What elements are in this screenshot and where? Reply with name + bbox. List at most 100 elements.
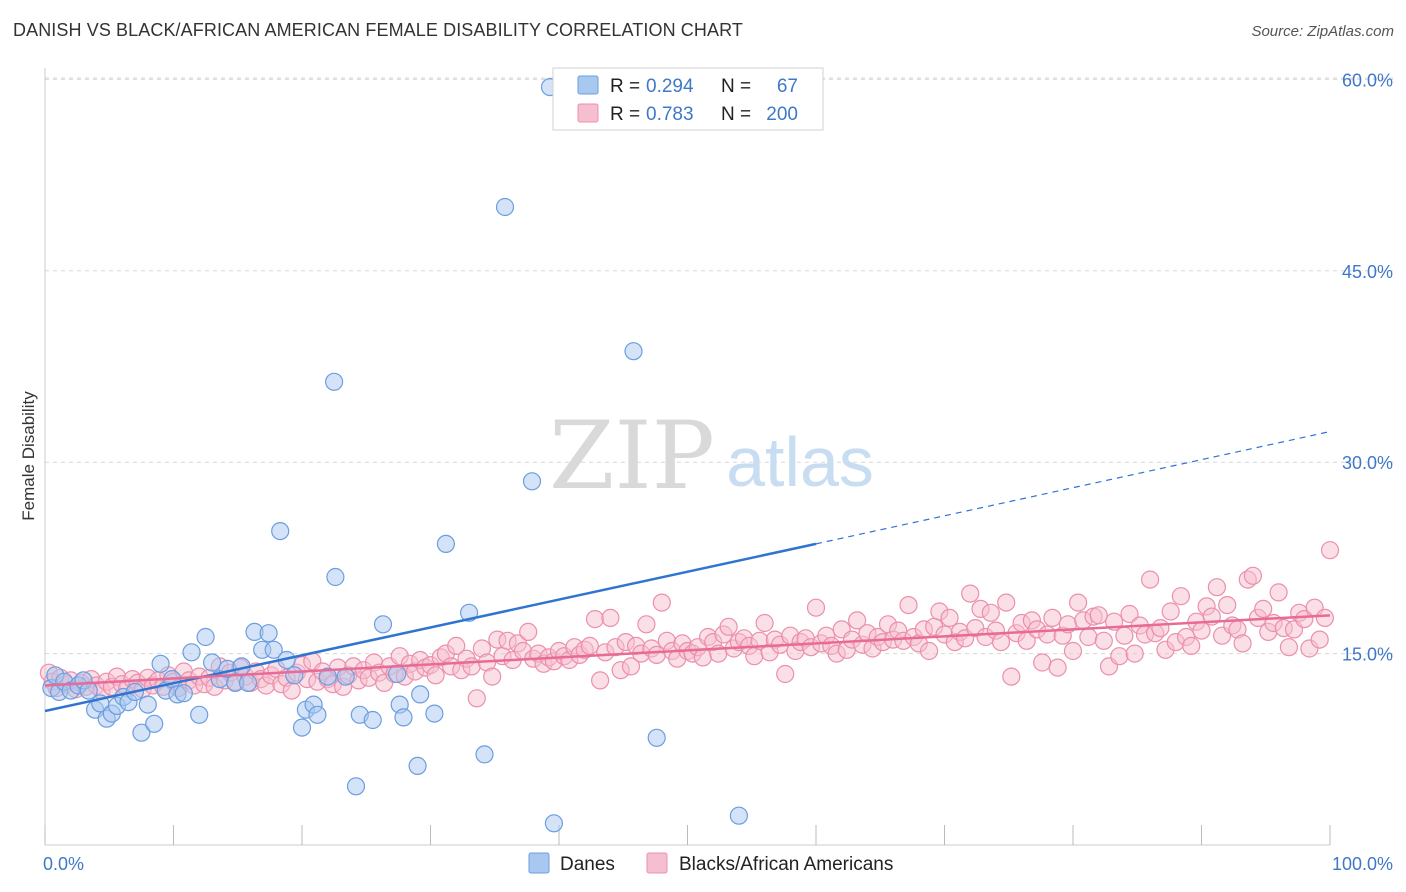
danes-point bbox=[624, 342, 643, 361]
blacks-point bbox=[1320, 541, 1340, 560]
blacks-point bbox=[806, 598, 826, 617]
blacks-point bbox=[745, 647, 764, 666]
legend-bottom-swatch-danes bbox=[528, 852, 550, 874]
watermark-atlas: atlas bbox=[726, 423, 874, 501]
y-tick-label: 60.0% bbox=[1342, 70, 1393, 90]
danes-point bbox=[373, 615, 393, 634]
y-tick-label: 45.0% bbox=[1342, 262, 1393, 282]
danes-point bbox=[259, 624, 278, 643]
danes-point bbox=[436, 534, 455, 554]
source-label: Source: ZipAtlas.com bbox=[1251, 23, 1394, 40]
danes-point bbox=[411, 685, 430, 704]
blacks-point bbox=[719, 617, 738, 636]
blacks-point bbox=[519, 622, 538, 642]
blacks-trend-line bbox=[44, 614, 1331, 687]
blacks-point bbox=[1033, 653, 1052, 672]
blacks-point bbox=[1094, 631, 1113, 650]
blacks-point bbox=[621, 657, 641, 676]
blacks-point bbox=[1120, 604, 1139, 624]
blacks-point bbox=[693, 648, 713, 667]
blacks-point bbox=[940, 608, 959, 628]
blacks-point bbox=[1243, 566, 1263, 585]
legend-swatch-blacks bbox=[577, 103, 599, 123]
blacks-point bbox=[1171, 587, 1191, 606]
blacks-point bbox=[847, 611, 867, 630]
legend-n-value-danes: 67 bbox=[777, 76, 798, 97]
blacks-point bbox=[991, 632, 1011, 652]
blacks-point bbox=[1207, 578, 1227, 597]
blacks-point bbox=[585, 609, 605, 629]
blacks-point bbox=[961, 584, 980, 603]
blacks-point bbox=[1043, 608, 1062, 628]
blacks-point bbox=[601, 608, 620, 628]
danes-point bbox=[151, 654, 170, 673]
danes-point bbox=[285, 666, 304, 685]
danes-point bbox=[138, 695, 157, 714]
blacks-point bbox=[1048, 658, 1067, 677]
blacks-point bbox=[1002, 667, 1021, 686]
blacks-point bbox=[462, 657, 481, 676]
danes-point bbox=[388, 664, 407, 684]
danes-point bbox=[271, 521, 290, 541]
y-tick-labels: 15.0% 30.0% 45.0% 60.0% bbox=[1342, 70, 1393, 664]
blacks-point bbox=[1192, 621, 1211, 640]
blacks-point bbox=[997, 593, 1016, 612]
blacks-point bbox=[1089, 606, 1108, 625]
blacks-point bbox=[1115, 626, 1134, 645]
blacks-point bbox=[647, 645, 666, 665]
danes-trend-extension bbox=[815, 430, 1331, 545]
legend-r-value-danes: 0.294 bbox=[646, 76, 694, 97]
danes-point bbox=[495, 197, 515, 217]
blacks-point bbox=[652, 593, 671, 612]
danes-trend-line bbox=[44, 542, 817, 713]
x-tick-label: 100.0% bbox=[1332, 854, 1393, 874]
legend-r-label-blacks: R = bbox=[610, 104, 640, 125]
axes bbox=[44, 68, 1331, 846]
danes-point bbox=[132, 723, 151, 742]
watermark: ZIP atlas bbox=[549, 402, 874, 511]
blacks-point bbox=[1269, 583, 1288, 602]
blacks-point bbox=[467, 689, 486, 708]
blacks-point bbox=[1218, 595, 1237, 615]
danes-point bbox=[363, 710, 382, 730]
x-tick-labels: 0.0% 100.0% bbox=[43, 854, 1393, 874]
blacks-point bbox=[426, 666, 445, 685]
blacks-point bbox=[1295, 609, 1314, 629]
legend-bottom-swatch-blacks bbox=[646, 852, 668, 874]
danes-point bbox=[408, 756, 427, 776]
blacks-point bbox=[1315, 608, 1335, 628]
danes-point bbox=[308, 705, 327, 724]
blacks-point bbox=[1279, 638, 1299, 657]
danes-point bbox=[318, 667, 337, 686]
y-tick-label: 15.0% bbox=[1342, 645, 1393, 665]
danes-point bbox=[394, 708, 413, 727]
blacks-point bbox=[1125, 644, 1144, 663]
legend-bottom-label-blacks: Blacks/African Americans bbox=[679, 854, 893, 875]
danes-point bbox=[145, 714, 164, 733]
blacks-point bbox=[919, 641, 939, 661]
legend-correlation: R = 0.294 N = 67 R = 0.783 N = 200 bbox=[552, 67, 824, 131]
legend-n-value-blacks: 200 bbox=[766, 104, 798, 125]
blacks-point bbox=[899, 595, 918, 615]
legend-series: Danes Blacks/African Americans bbox=[528, 852, 893, 875]
blacks-point bbox=[483, 667, 502, 686]
blacks-point bbox=[1063, 641, 1083, 661]
blacks-point bbox=[1161, 602, 1180, 621]
blacks-point bbox=[1233, 634, 1252, 653]
danes-point bbox=[346, 777, 366, 796]
blacks-point bbox=[981, 603, 1000, 622]
danes-point bbox=[522, 472, 542, 491]
y-axis-label: Female Disability bbox=[19, 391, 38, 521]
blacks-point bbox=[1079, 627, 1098, 647]
danes-point bbox=[203, 653, 222, 672]
danes-point bbox=[292, 718, 312, 737]
legend-r-value-blacks: 0.783 bbox=[646, 104, 694, 125]
blacks-point bbox=[590, 671, 610, 690]
legend-bottom-label-danes: Danes bbox=[560, 854, 615, 875]
danes-point bbox=[647, 728, 666, 747]
danes-point bbox=[190, 705, 209, 724]
blacks-point bbox=[1110, 647, 1129, 666]
danes-point bbox=[174, 684, 193, 703]
x-tick-label: 0.0% bbox=[43, 854, 84, 874]
